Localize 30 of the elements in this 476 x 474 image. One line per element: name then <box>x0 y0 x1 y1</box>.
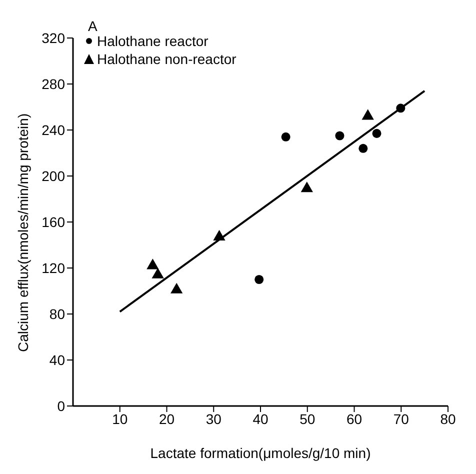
point <box>170 282 183 294</box>
x-tick-label: 80 <box>440 410 456 427</box>
y-tick-label: 40 <box>49 352 66 368</box>
y-tick-label: 160 <box>42 214 66 230</box>
x-tick-label: 40 <box>252 410 268 427</box>
point <box>281 132 290 142</box>
x-tick-label: 20 <box>158 410 175 427</box>
point <box>152 268 164 278</box>
x-tick-label: 10 <box>112 410 128 427</box>
y-tick-label: 200 <box>42 168 66 184</box>
y-tick-label: 240 <box>42 122 66 138</box>
legend-label: Halothane non-reactor <box>97 50 236 68</box>
y-tick-label: 280 <box>42 76 66 92</box>
point <box>300 182 313 192</box>
point <box>146 258 159 270</box>
x-tick-label: 50 <box>300 410 316 427</box>
x-tick-label: 70 <box>393 410 410 427</box>
x-axis-title: Lactate formation(μmoles/g/10 min) <box>150 445 371 461</box>
y-tick-label: 120 <box>42 260 66 276</box>
point <box>372 128 382 138</box>
y-tick-label: 320 <box>42 30 66 46</box>
legend-label: Halothane reactor <box>97 32 208 50</box>
y-axis-title: Calcium efflux(nmoles/min/mg protein) <box>14 113 31 352</box>
point <box>335 131 344 140</box>
y-tick-label: 0 <box>57 398 66 414</box>
x-tick-label: 60 <box>346 410 362 427</box>
chart-title: A <box>88 18 98 34</box>
y-tick-label: 80 <box>49 306 66 322</box>
point <box>358 144 368 153</box>
x-tick-label: 30 <box>206 410 222 427</box>
